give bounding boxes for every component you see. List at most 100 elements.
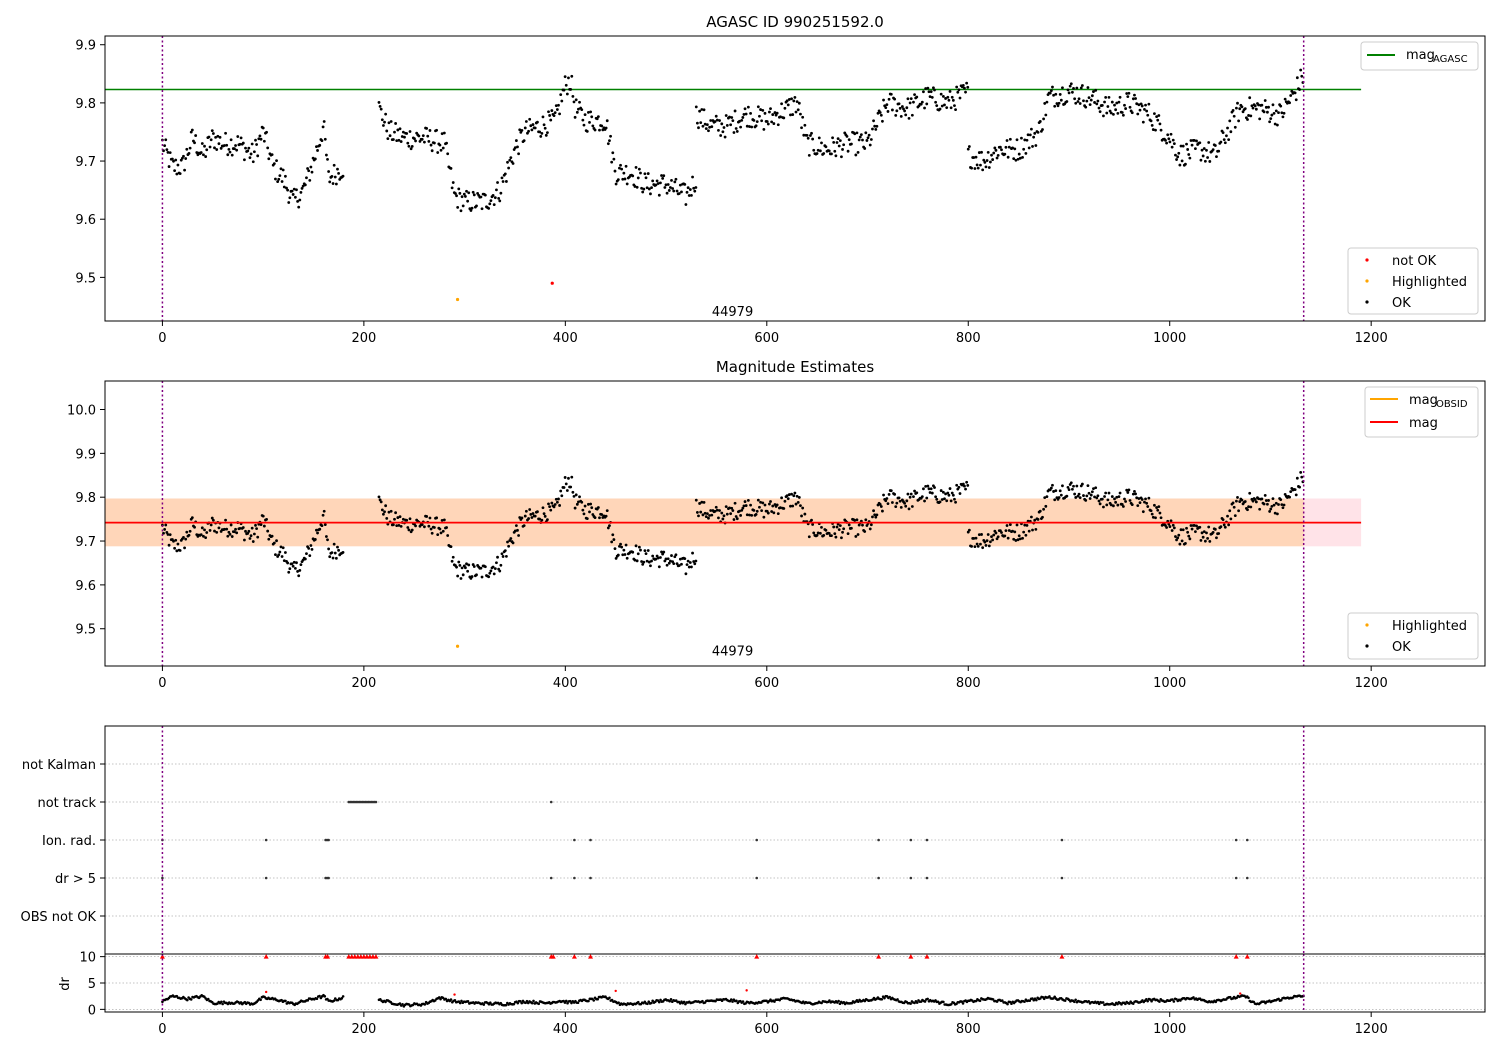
ok-point [1240,105,1244,109]
dr-point [828,999,831,1002]
ok-point [735,517,739,521]
ok-point [330,551,334,555]
ok-point [613,547,617,550]
ok-point [703,122,707,126]
legend-label: Highlighted [1392,275,1467,290]
ok-point [414,139,417,143]
x-tick-label: 1200 [1355,331,1388,346]
ok-point [1107,491,1111,495]
ok-point [280,555,284,558]
x-tick-label: 600 [754,676,779,691]
ok-point [1088,497,1092,500]
ok-point [693,189,697,193]
ok-point [619,542,622,546]
ok-point [811,523,815,526]
ok-point [688,561,692,564]
ok-point [395,139,399,143]
ok-point [1250,104,1254,108]
ok-point [469,209,473,212]
ok-point [972,536,976,540]
ok-point [768,502,771,506]
ok-point [624,164,628,168]
ok-point [927,487,931,491]
ok-point [719,134,723,137]
ok-point [1058,489,1062,493]
ok-point [472,193,476,197]
dr-point [460,999,463,1003]
ok-point [503,549,507,553]
ok-point [1041,128,1044,131]
ok-point [585,517,589,521]
ok-point [571,490,575,494]
ok-point [643,549,647,553]
ok-point [470,206,474,210]
ok-point [420,137,424,141]
ok-point [413,137,416,141]
ok-point [203,528,206,532]
ok-point [649,564,652,568]
ok-point [1116,111,1120,115]
flag-point [549,800,553,804]
ok-point [773,111,777,114]
y-tick-label: 9.6 [75,579,96,594]
ok-point [982,158,986,162]
ok-point [614,556,618,560]
ok-point [255,527,258,530]
ok-point [426,134,430,138]
ok-point [691,175,694,179]
ok-point [529,512,533,516]
ok-point [455,194,458,198]
ok-point [557,103,560,107]
ok-point [378,104,382,108]
ok-point [710,513,714,517]
ok-point [565,489,569,492]
flag-point [573,876,576,880]
ok-point [876,111,880,115]
ok-point [1171,138,1175,142]
ok-point [421,134,425,138]
dr-point [284,999,287,1003]
dr-point [856,1000,860,1004]
ok-point [1226,126,1229,130]
ok-point [399,140,403,143]
ok-point [1201,154,1205,158]
ok-point [1168,140,1172,144]
ok-point [657,193,661,197]
ok-point [1023,138,1027,142]
dr-point [888,995,891,999]
ok-point [715,508,719,512]
ok-point [492,203,496,207]
ok-point [505,555,508,558]
ok-point [538,517,542,521]
ok-point [811,137,815,141]
ok-point [958,492,962,495]
ok-point [657,565,661,569]
ok-point [772,122,776,125]
ok-point [501,180,505,183]
ok-point [1120,111,1124,114]
ok-point [815,533,819,537]
ok-point [990,153,993,157]
ok-point [802,133,806,137]
ok-point [470,575,474,578]
ok-point [633,185,637,188]
x-tick-label: 0 [158,331,166,346]
ok-point [445,141,448,145]
ok-point [572,100,576,104]
ok-point [234,527,237,531]
ok-point [377,101,381,104]
ok-point [1251,499,1255,503]
ok-point [926,86,930,90]
legend-label: OK [1392,296,1411,311]
ok-point [299,563,303,567]
flag-point [589,838,592,842]
ok-point [449,167,453,170]
ok-point [407,528,411,532]
ok-point [741,116,745,119]
ok-point [925,496,929,500]
ok-point [199,533,203,537]
ok-point [1006,155,1010,159]
ok-point [1240,498,1244,502]
x-tick-label: 0 [158,1022,166,1037]
ok-point [656,556,660,560]
